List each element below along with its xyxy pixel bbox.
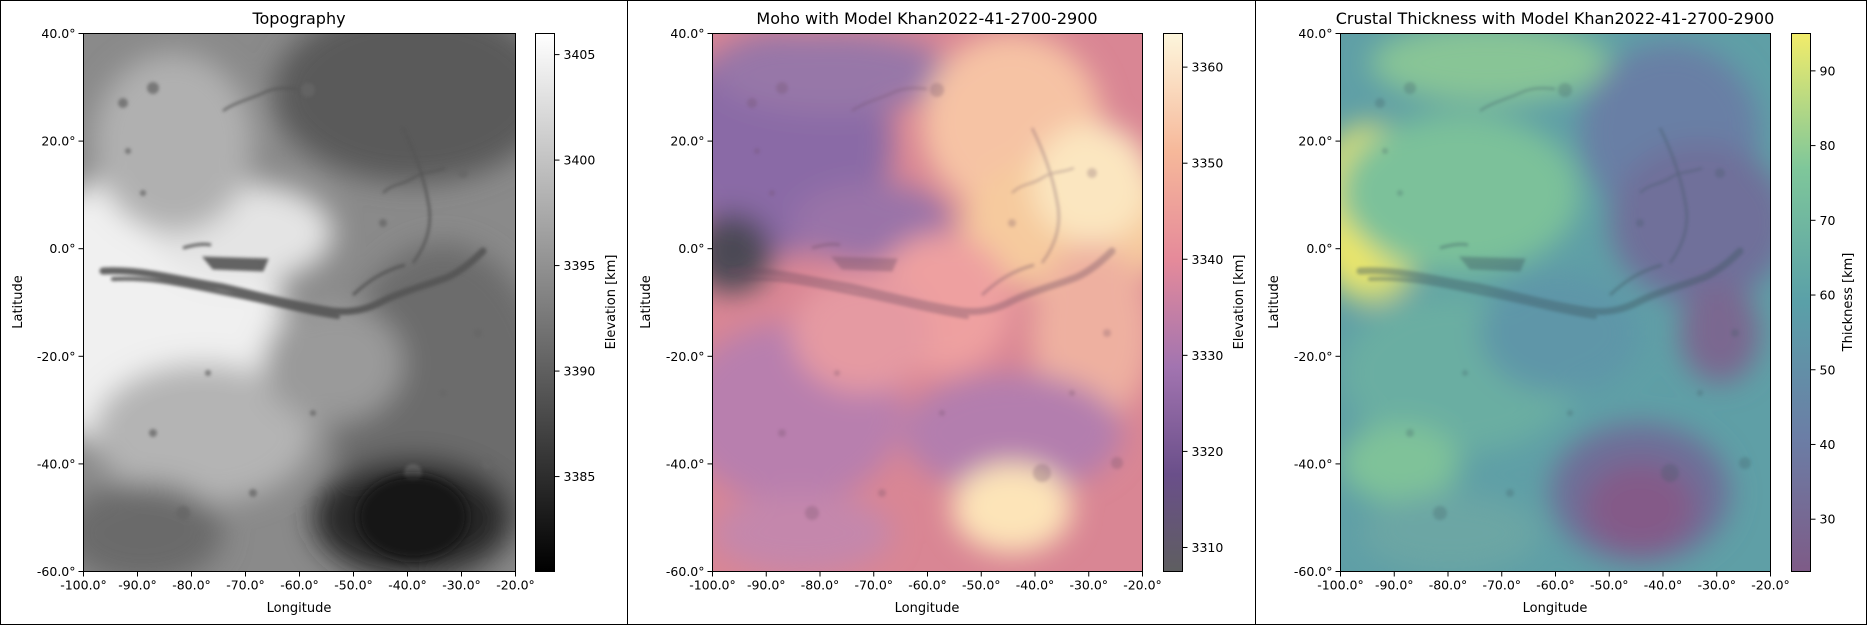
colorbar-tick-label: 3400 <box>564 153 596 168</box>
topography-colorbar <box>535 33 555 572</box>
colorbar-tick-label: 90 <box>1820 63 1836 78</box>
colorbar-tick-label: 3405 <box>564 47 596 62</box>
x-tick-label: -90.0° <box>1375 578 1414 593</box>
thickness-ylabel: Latitude <box>1267 275 1282 329</box>
x-tick-label: -60.0° <box>1536 578 1575 593</box>
y-tick-label: -60.0° <box>666 564 705 579</box>
x-tick-label: -80.0° <box>801 578 840 593</box>
colorbar-tick-label: 3360 <box>1192 60 1224 75</box>
colorbar-tick-label: 80 <box>1820 138 1836 153</box>
thickness-panel: -100.0° -90.0° -80.0° -70.0° -60.0° -50.0° -40… <box>1267 9 1856 616</box>
x-tick-label: -20.0° <box>1123 578 1162 593</box>
colorbar-tick-label: 3320 <box>1192 444 1224 459</box>
topography-title: Topography <box>251 9 345 28</box>
x-tick-label: -100.0° <box>1317 578 1364 593</box>
y-tick-label: 40.0° <box>670 26 704 41</box>
y-tick-label: -20.0° <box>666 349 705 364</box>
y-tick-label: 40.0° <box>41 26 75 41</box>
topography-ylabel: Latitude <box>11 275 26 329</box>
y-tick-label: -20.0° <box>37 349 76 364</box>
topography-xlabel: Longitude <box>267 601 332 616</box>
colorbar-tick-label: 3385 <box>564 469 596 484</box>
y-tick-label: 20.0° <box>670 134 704 149</box>
y-tick-label: -40.0° <box>666 456 705 471</box>
thickness-title: Crustal Thickness with Model Khan2022-41… <box>1336 9 1775 28</box>
colorbar-tick-label: 50 <box>1820 362 1836 377</box>
colorbar-tick-label: 3310 <box>1192 540 1224 555</box>
thickness-colorbar-label: Thickness [km] <box>1841 253 1856 353</box>
x-tick-label: -30.0° <box>1069 578 1108 593</box>
moho-title: Moho with Model Khan2022-41-2700-2900 <box>756 9 1097 28</box>
x-tick-label: -20.0° <box>496 578 535 593</box>
x-tick-label: -40.0° <box>1644 578 1683 593</box>
x-tick-label: -100.0° <box>689 578 736 593</box>
x-tick-label: -100.0° <box>60 578 107 593</box>
moho-colorbar <box>1163 33 1183 572</box>
topography-colorbar-label: Elevation [km] <box>604 255 619 350</box>
colorbar-tick-label: 3330 <box>1192 348 1224 363</box>
y-tick-label: 0.0° <box>678 241 704 256</box>
colorbar-tick-label: 60 <box>1820 288 1836 303</box>
y-tick-label: -60.0° <box>37 564 76 579</box>
x-tick-label: -70.0° <box>854 578 893 593</box>
y-tick-label: 0.0° <box>1306 241 1332 256</box>
colorbar-tick-label: 3350 <box>1192 156 1224 171</box>
x-tick-label: -60.0° <box>280 578 319 593</box>
y-tick-label: -40.0° <box>37 456 76 471</box>
x-tick-label: -60.0° <box>908 578 947 593</box>
x-tick-label: -70.0° <box>1482 578 1521 593</box>
x-tick-label: -50.0° <box>962 578 1001 593</box>
x-tick-label: -50.0° <box>334 578 373 593</box>
x-tick-label: -20.0° <box>1751 578 1790 593</box>
colorbar-tick-label: 40 <box>1820 437 1836 452</box>
moho-colorbar-label: Elevation [km] <box>1232 255 1247 350</box>
y-tick-label: 20.0° <box>41 134 75 149</box>
y-tick-label: 0.0° <box>49 241 75 256</box>
moho-ylabel: Latitude <box>639 275 654 329</box>
x-tick-label: -30.0° <box>1697 578 1736 593</box>
y-tick-label: 20.0° <box>1298 134 1332 149</box>
x-tick-label: -70.0° <box>226 578 265 593</box>
thickness-xlabel: Longitude <box>1523 601 1588 616</box>
colorbar-tick-label: 3395 <box>564 258 596 273</box>
topography-panel: -100.0° -90.0° -80.0° -70.0° -60.0° -50.0° -40… <box>11 9 619 616</box>
x-tick-label: -40.0° <box>388 578 427 593</box>
y-tick-label: -40.0° <box>1294 456 1333 471</box>
x-tick-label: -30.0° <box>442 578 481 593</box>
x-tick-label: -80.0° <box>172 578 211 593</box>
x-tick-label: -90.0° <box>118 578 157 593</box>
moho-heatmap <box>712 33 1142 571</box>
y-tick-label: -20.0° <box>1294 349 1333 364</box>
x-tick-label: -80.0° <box>1429 578 1468 593</box>
x-tick-label: -40.0° <box>1016 578 1055 593</box>
colorbar-tick-label: 3390 <box>564 364 596 379</box>
thickness-colorbar <box>1791 33 1811 572</box>
colorbar-tick-label: 70 <box>1820 213 1836 228</box>
x-tick-label: -50.0° <box>1590 578 1629 593</box>
x-tick-label: -90.0° <box>747 578 786 593</box>
y-tick-label: 40.0° <box>1298 26 1332 41</box>
moho-xlabel: Longitude <box>895 601 960 616</box>
topography-heatmap <box>83 33 515 571</box>
thickness-heatmap <box>1340 33 1770 571</box>
colorbar-tick-label: 30 <box>1820 512 1836 527</box>
colorbar-tick-label: 3340 <box>1192 252 1224 267</box>
y-tick-label: -60.0° <box>1294 564 1333 579</box>
moho-panel: -100.0° -90.0° -80.0° -70.0° -60.0° -50.0° -40… <box>639 9 1247 616</box>
